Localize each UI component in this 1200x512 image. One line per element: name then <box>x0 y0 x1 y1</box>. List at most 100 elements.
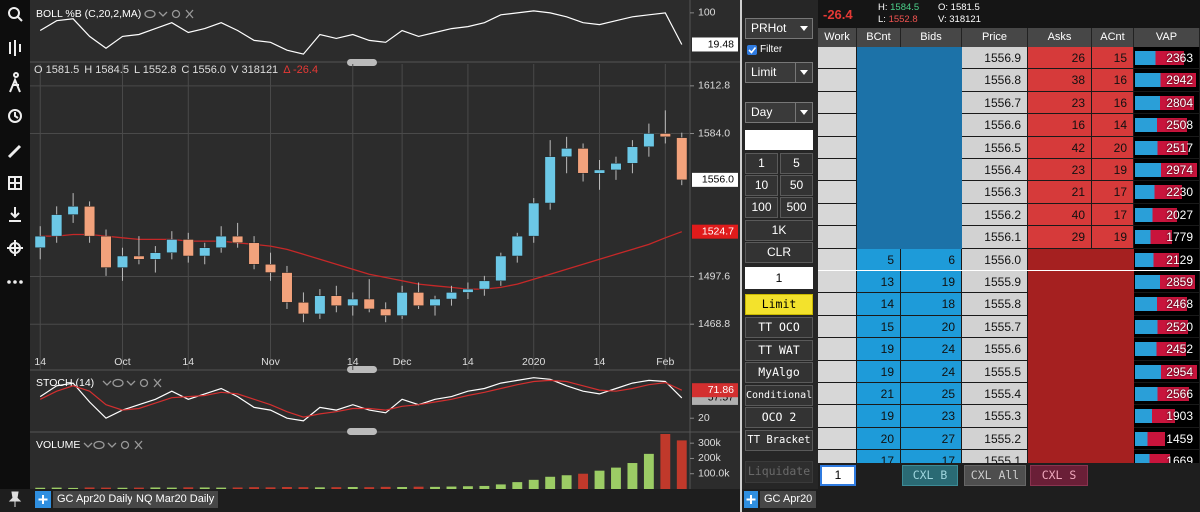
work-cell[interactable] <box>818 181 857 204</box>
bcnt-cell[interactable] <box>857 203 901 227</box>
resize-handle[interactable] <box>347 366 377 373</box>
price-cell[interactable]: 1555.1 <box>962 450 1028 463</box>
acnt-cell[interactable] <box>1092 248 1134 271</box>
asks-cell[interactable] <box>1028 248 1092 271</box>
liquidate-button[interactable]: Liquidate <box>745 461 813 483</box>
bcnt-cell[interactable]: 15 <box>857 315 901 339</box>
asks-cell[interactable] <box>1028 293 1092 316</box>
bids-cell[interactable] <box>901 159 962 182</box>
price-cell[interactable]: 1555.8 <box>962 293 1028 316</box>
acnt-cell[interactable]: 14 <box>1092 114 1134 137</box>
work-cell[interactable] <box>818 360 857 383</box>
asks-cell[interactable] <box>1028 271 1092 294</box>
acnt-cell[interactable] <box>1092 338 1134 361</box>
price-cell[interactable]: 1555.4 <box>962 383 1028 406</box>
bcnt-cell[interactable]: 19 <box>857 405 901 428</box>
acnt-cell[interactable]: 16 <box>1092 69 1134 92</box>
work-cell[interactable] <box>818 293 857 316</box>
bids-cell[interactable]: 24 <box>901 360 962 383</box>
asks-cell[interactable]: 38 <box>1028 69 1092 92</box>
draw-icon[interactable] <box>7 144 22 159</box>
acnt-cell[interactable]: 17 <box>1092 203 1134 227</box>
asks-cell[interactable]: 21 <box>1028 181 1092 204</box>
asks-cell[interactable] <box>1028 383 1092 406</box>
qty-button[interactable]: 50 <box>780 175 813 196</box>
acnt-cell[interactable] <box>1092 271 1134 294</box>
acnt-cell[interactable] <box>1092 293 1134 316</box>
panel-icons[interactable] <box>102 378 162 388</box>
asks-cell[interactable] <box>1028 405 1092 428</box>
strategy-button[interactable]: TT Bracket <box>745 430 813 451</box>
acnt-cell[interactable] <box>1092 383 1134 406</box>
qty-button[interactable]: 10 <box>745 175 778 196</box>
work-cell[interactable] <box>818 248 857 271</box>
qty-button[interactable]: 5 <box>780 153 813 174</box>
ladder-tab[interactable]: GC Apr20 <box>760 491 817 508</box>
price-cell[interactable]: 1555.7 <box>962 315 1028 339</box>
order-type-select[interactable]: Limit <box>745 62 813 83</box>
bids-cell[interactable] <box>901 47 962 70</box>
panel-icons[interactable] <box>83 440 143 450</box>
price-cell[interactable]: 1556.9 <box>962 47 1028 70</box>
panel-icons[interactable] <box>144 9 194 19</box>
price-cell[interactable]: 1556.3 <box>962 181 1028 204</box>
bcnt-cell[interactable] <box>857 159 901 182</box>
price-cell[interactable]: 1556.4 <box>962 159 1028 182</box>
work-cell[interactable] <box>818 159 857 182</box>
work-cell[interactable] <box>818 226 857 249</box>
acnt-cell[interactable] <box>1092 315 1134 339</box>
account-select[interactable]: PRHot <box>745 18 813 39</box>
acnt-cell[interactable] <box>1092 450 1134 463</box>
asks-cell[interactable] <box>1028 315 1092 339</box>
bids-cell[interactable]: 6 <box>901 248 962 271</box>
chart-tab[interactable]: GC Apr20 Daily <box>53 491 137 508</box>
add-tab[interactable] <box>35 491 51 508</box>
work-cell[interactable] <box>818 450 857 463</box>
price-cell[interactable]: 1555.5 <box>962 360 1028 383</box>
asks-cell[interactable]: 23 <box>1028 91 1092 115</box>
price-input[interactable] <box>745 130 813 150</box>
clear-button[interactable]: CLR <box>745 242 813 263</box>
work-cell[interactable] <box>818 383 857 406</box>
bids-cell[interactable] <box>901 91 962 115</box>
bids-cell[interactable]: 24 <box>901 338 962 361</box>
ladder-qty[interactable]: 1 <box>820 465 856 486</box>
strategy-button[interactable]: TT WAT <box>745 340 813 361</box>
cancel-asks[interactable]: CXL S <box>1030 465 1088 486</box>
bcnt-cell[interactable]: 13 <box>857 271 901 294</box>
bcnt-cell[interactable] <box>857 47 901 70</box>
work-cell[interactable] <box>818 47 857 70</box>
bids-cell[interactable]: 19 <box>901 271 962 294</box>
asks-cell[interactable] <box>1028 338 1092 361</box>
work-cell[interactable] <box>818 427 857 451</box>
bids-cell[interactable]: 25 <box>901 383 962 406</box>
bids-cell[interactable] <box>901 136 962 159</box>
price-cell[interactable]: 1555.2 <box>962 427 1028 451</box>
bcnt-cell[interactable]: 17 <box>857 450 901 463</box>
qty-button[interactable]: 1 <box>745 153 778 174</box>
price-cell[interactable]: 1555.6 <box>962 338 1028 361</box>
bcnt-cell[interactable]: 20 <box>857 427 901 451</box>
bids-cell[interactable]: 20 <box>901 315 962 339</box>
acnt-cell[interactable] <box>1092 427 1134 451</box>
strategy-button[interactable]: Conditional <box>745 385 813 406</box>
more-icon[interactable] <box>7 280 23 284</box>
cancel-all[interactable]: CXL All <box>964 465 1026 486</box>
acnt-cell[interactable]: 20 <box>1092 136 1134 159</box>
qty-button[interactable]: 1K <box>745 220 813 241</box>
layout-icon[interactable] <box>8 176 22 190</box>
price-cell[interactable]: 1556.1 <box>962 226 1028 249</box>
bcnt-cell[interactable] <box>857 136 901 159</box>
strategy-button[interactable]: MyAlgo <box>745 362 813 383</box>
resize-handle[interactable] <box>347 428 377 435</box>
add-tab[interactable] <box>744 491 758 508</box>
acnt-cell[interactable] <box>1092 405 1134 428</box>
acnt-cell[interactable]: 19 <box>1092 226 1134 249</box>
work-cell[interactable] <box>818 203 857 227</box>
bids-cell[interactable] <box>901 69 962 92</box>
bids-cell[interactable] <box>901 181 962 204</box>
indicator-icon[interactable] <box>9 72 21 93</box>
bcnt-cell[interactable]: 19 <box>857 338 901 361</box>
bids-cell[interactable]: 23 <box>901 405 962 428</box>
bcnt-cell[interactable] <box>857 69 901 92</box>
